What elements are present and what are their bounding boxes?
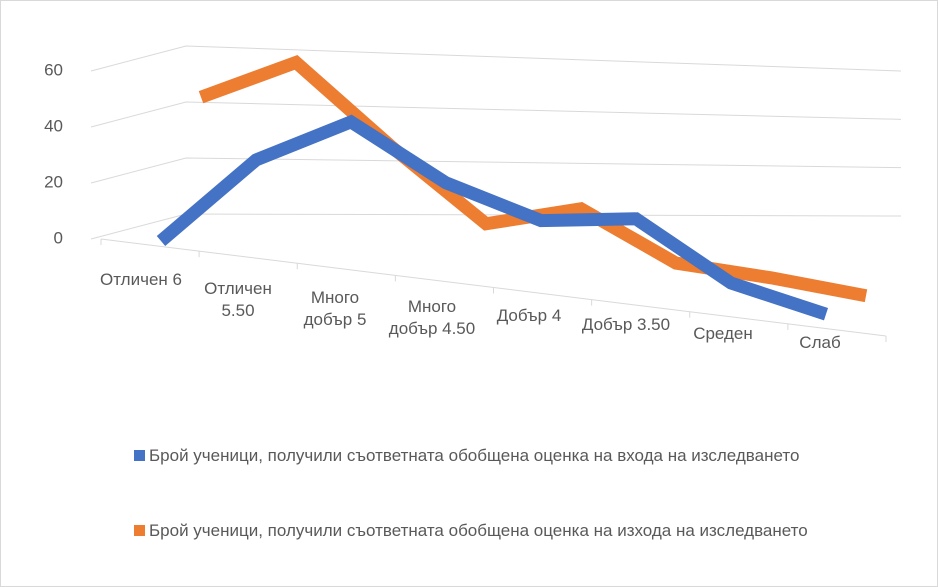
series-line	[198, 54, 868, 303]
legend-item: Брой ученици, получили съответната обобщ…	[134, 443, 834, 468]
x-tick-label: Много добър 5	[303, 288, 367, 329]
x-tick-label: Добър 3.50	[581, 315, 671, 334]
legend-label: Брой ученици, получили съответната обобщ…	[149, 521, 808, 540]
x-tick-label: Слаб	[799, 333, 841, 352]
x-tick-label: Добър 4	[496, 306, 562, 325]
grid-line	[90, 45, 902, 72]
series-line	[156, 114, 829, 321]
y-tick-label: 60	[44, 60, 63, 79]
y-tick-label: 0	[54, 228, 63, 247]
x-tick-label: Отличен 6	[100, 270, 182, 289]
legend-swatch	[134, 525, 145, 536]
x-tick-label: Много добър 4.50	[388, 297, 476, 338]
x-tick-label: Отличен 5.50	[204, 279, 272, 320]
y-tick-label: 20	[44, 172, 63, 191]
x-tick-label: Среден	[693, 324, 753, 343]
legend-item: Брой ученици, получили съответната обобщ…	[134, 518, 834, 543]
grid-line	[90, 157, 902, 184]
legend-label: Брой ученици, получили съответната обобщ…	[149, 446, 800, 465]
y-tick-label: 40	[44, 116, 63, 135]
legend-swatch	[134, 450, 145, 461]
grid-line	[90, 101, 902, 128]
